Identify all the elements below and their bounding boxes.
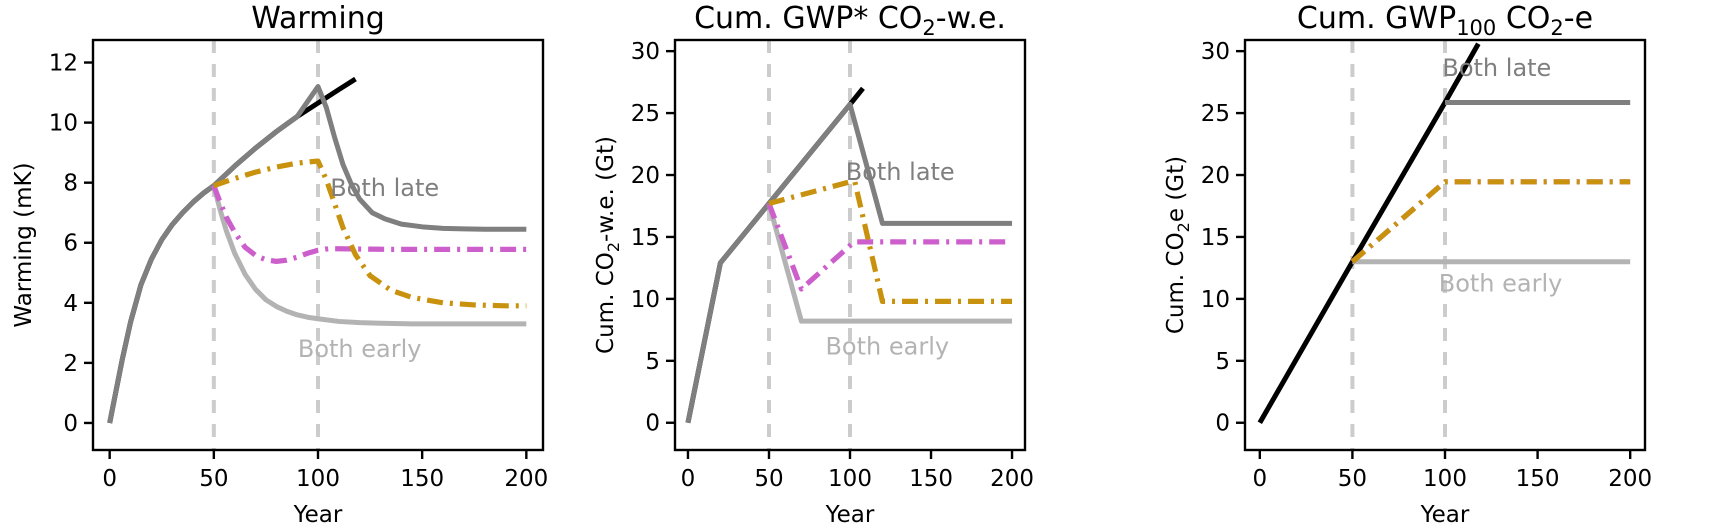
series-line-gwp_star-3	[766, 202, 1013, 292]
y-tick-label-10: 10	[631, 287, 660, 313]
x-tick-label-200: 200	[990, 466, 1034, 492]
y-tick-label-30: 30	[631, 39, 660, 65]
y-tick-label-5: 5	[645, 349, 660, 375]
x-axis-label-warming: Year	[293, 502, 343, 528]
series-line-warming-2	[211, 185, 527, 327]
annotation-both-late-gwp100: Both late	[1442, 54, 1551, 82]
series-group-gwp100	[1257, 42, 1631, 424]
y-tick-label-25: 25	[631, 101, 660, 127]
series-line-gwp100-0	[1257, 42, 1481, 424]
y-tick-label-12: 12	[49, 51, 78, 77]
x-axis-label-gwp100: Year	[1420, 502, 1470, 528]
series-group-gwp_star	[685, 86, 1013, 424]
x-tick-label-50: 50	[199, 466, 228, 492]
annotation-both-early-gwp_star: Both early	[825, 333, 949, 361]
series-line-gwp_star-2	[766, 202, 1013, 324]
x-tick-label-0: 0	[1252, 466, 1267, 492]
panel-warming: Warming 0 50 100 150 200 0 2 4 6 8 10 12 Year Warming …	[11, 1, 548, 528]
x-tick-label-100: 100	[828, 466, 872, 492]
panel-title-text: Cum. GWP* CO2-w.e.	[694, 1, 1006, 40]
panel-title-text: Warming	[251, 1, 385, 36]
y-axis-label-gwp_star: Cum. CO2-w.e. (Gt)	[593, 136, 623, 354]
series-line-warming-4	[212, 158, 527, 309]
y-tick-label-15: 15	[631, 225, 660, 251]
y-tick-label-8: 8	[63, 171, 78, 197]
y-tick-label-15: 15	[1201, 225, 1230, 251]
y-tick-label-25: 25	[1201, 101, 1230, 127]
x-tick-label-200: 200	[1608, 466, 1652, 492]
x-tick-label-200: 200	[504, 466, 548, 492]
annotation-both-late-gwp_star: Both late	[846, 158, 955, 186]
series-line-warming-1	[107, 84, 527, 424]
y-tick-label-20: 20	[631, 163, 660, 189]
panel-title-gwp_star: Cum. GWP* CO2-w.e.	[694, 1, 1006, 40]
x-tick-label-150: 150	[909, 466, 953, 492]
x-axis-label-gwp_star: Year	[825, 502, 875, 528]
y-axis-label-gwp100: Cum. CO2e (Gt)	[1163, 156, 1193, 334]
x-tick-label-100: 100	[296, 466, 340, 492]
x-tick-label-0: 0	[681, 466, 696, 492]
x-tick-label-150: 150	[400, 466, 444, 492]
y-tick-label-5: 5	[1215, 349, 1230, 375]
series-group-warming	[107, 76, 527, 424]
x-tick-label-100: 100	[1423, 466, 1467, 492]
y-tick-label-20: 20	[1201, 163, 1230, 189]
panel-title-text: Cum. GWP100 CO2-e	[1297, 1, 1593, 40]
series-line-gwp_star-4	[768, 179, 1013, 304]
series-line-gwp_star-1	[685, 101, 1013, 424]
annotation-both-late-warming: Both late	[330, 174, 439, 202]
annotation-both-early-gwp100: Both early	[1439, 269, 1563, 297]
y-tick-label-0: 0	[63, 411, 78, 437]
y-tick-label-4: 4	[63, 291, 78, 317]
panel-title-gwp100: Cum. GWP100 CO2-e	[1297, 1, 1593, 40]
y-tick-label-2: 2	[63, 351, 78, 377]
y-tick-label-10: 10	[49, 111, 78, 137]
y-tick-label-0: 0	[645, 411, 660, 437]
y-axis-label-warming: Warming (mK)	[11, 162, 37, 327]
y-tick-label-6: 6	[63, 231, 78, 257]
y-tick-label-0: 0	[1215, 411, 1230, 437]
x-tick-label-50: 50	[754, 466, 783, 492]
x-tick-label-0: 0	[102, 466, 117, 492]
panel-title-warming: Warming	[251, 1, 385, 36]
series-line-gwp100-4	[1350, 179, 1631, 264]
x-tick-label-50: 50	[1338, 466, 1367, 492]
annotation-both-early-warming: Both early	[298, 335, 422, 363]
panel-gwp100: Cum. GWP100 CO2-e 0 50 100 150 200 0 5 10 15 20 25 3…	[1163, 1, 1652, 528]
y-tick-label-10: 10	[1201, 287, 1230, 313]
panel-gwp_star: Cum. GWP* CO2-w.e. 0 50 100 150 200 0 5 10 15 20 25…	[593, 1, 1034, 528]
y-tick-label-30: 30	[1201, 39, 1230, 65]
x-tick-label-150: 150	[1516, 466, 1560, 492]
